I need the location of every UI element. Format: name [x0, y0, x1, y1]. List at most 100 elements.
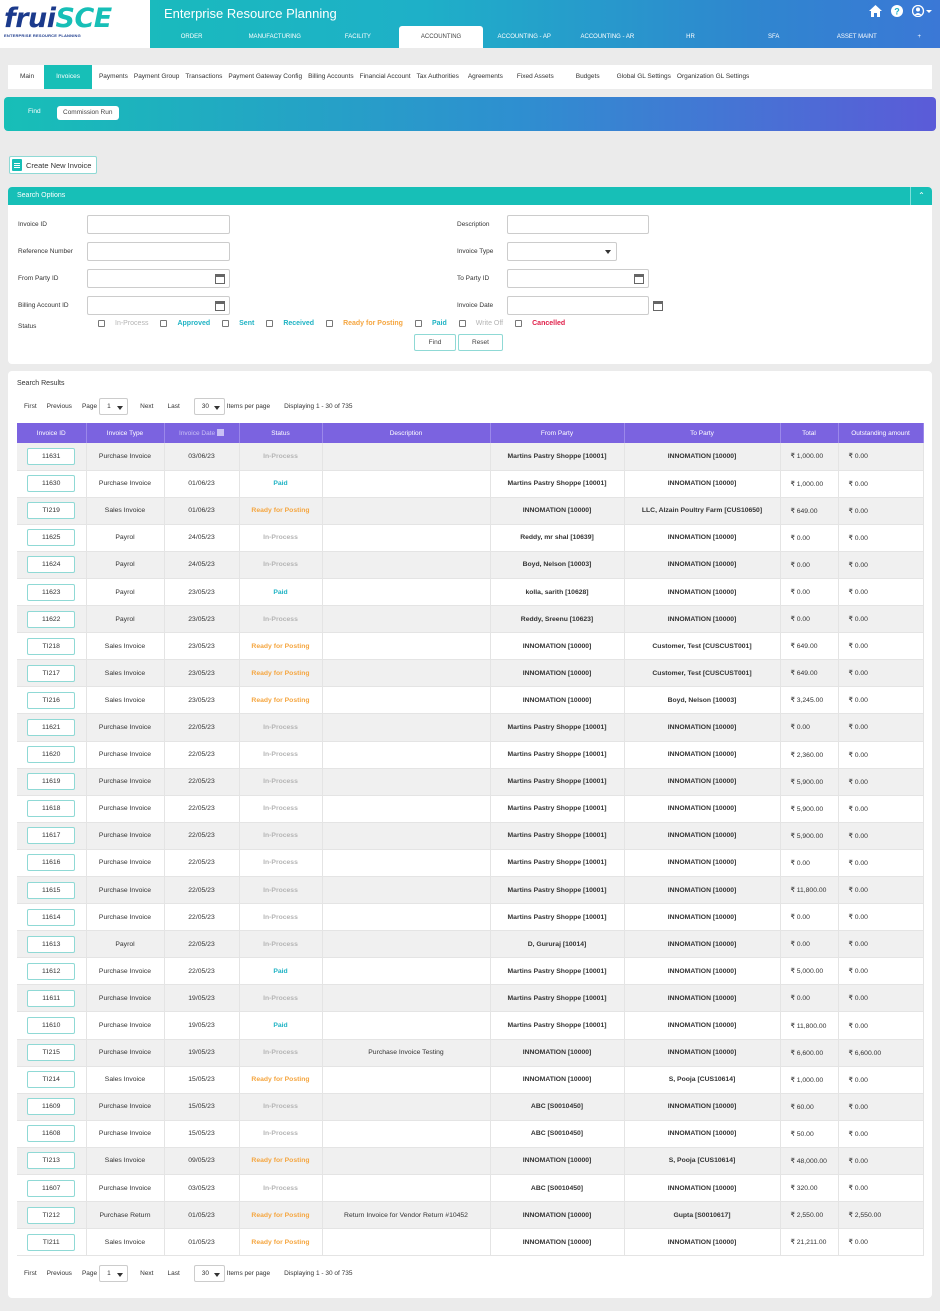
per-page-select[interactable]: 30	[193, 1265, 225, 1282]
col-total[interactable]: Total	[780, 423, 839, 443]
user-menu-icon[interactable]	[911, 4, 932, 20]
invoice-id-link[interactable]: 11607	[27, 1179, 76, 1197]
per-page-select[interactable]: 30	[193, 398, 225, 415]
status-checkbox-sent[interactable]	[222, 320, 230, 327]
col-from-party[interactable]: From Party	[490, 423, 625, 443]
help-icon[interactable]: ?	[891, 5, 903, 20]
invoice-id-link[interactable]: 11619	[27, 773, 76, 791]
lookup-icon[interactable]	[215, 301, 225, 311]
invoice-id-link[interactable]: TI216	[27, 691, 76, 709]
status-checkbox-approved[interactable]	[160, 320, 168, 327]
invoice-id-link[interactable]: 11617	[27, 827, 76, 845]
reference-number-input[interactable]	[87, 242, 230, 261]
tab-accounting-ap[interactable]: ACCOUNTING - AP	[497, 34, 551, 40]
subnav-fixed-assets[interactable]: Fixed Assets	[516, 73, 554, 80]
page-select[interactable]: 1	[99, 398, 129, 415]
description-input[interactable]	[507, 215, 649, 234]
invoice-id-link[interactable]: 11620	[27, 746, 76, 764]
tab-manufacturing[interactable]: MANUFACTURING	[248, 34, 301, 40]
status-checkbox-ready-for-posting[interactable]	[326, 320, 334, 327]
lookup-icon[interactable]	[634, 274, 644, 284]
invoice-type-select[interactable]	[507, 242, 617, 261]
invoice-id-link[interactable]: 11630	[27, 475, 76, 493]
status-checkbox-received[interactable]	[266, 320, 274, 327]
calendar-icon[interactable]	[653, 301, 663, 311]
col-status[interactable]: Status	[239, 423, 323, 443]
from-party-id-input[interactable]	[87, 269, 230, 288]
subnav-organization-gl-settings[interactable]: Organization GL Settings	[676, 73, 750, 80]
subnav-transactions[interactable]: Transactions	[185, 73, 223, 80]
status-checkbox-paid[interactable]	[414, 320, 422, 327]
next-page-link[interactable]: Next	[140, 1270, 154, 1277]
col-description[interactable]: Description	[322, 423, 491, 443]
subnav-tax-authorities[interactable]: Tax Authorities	[416, 73, 459, 80]
invoice-id-link[interactable]: 11622	[27, 610, 76, 628]
search-options-header[interactable]: Search Options ⌃	[8, 187, 932, 205]
tab-facility[interactable]: FACILITY	[344, 34, 371, 40]
subnav-invoices[interactable]: Invoices	[44, 65, 92, 89]
col-invoice-type[interactable]: Invoice Type	[86, 423, 165, 443]
invoice-id-link[interactable]: TI213	[27, 1152, 76, 1170]
invoice-id-link[interactable]: 11615	[27, 881, 76, 899]
commission-run-button[interactable]: Commission Run	[57, 106, 119, 120]
create-new-invoice-button[interactable]: Create New Invoice	[9, 156, 98, 174]
invoice-id-link[interactable]: TI219	[27, 502, 76, 520]
invoice-id-link[interactable]: 11631	[27, 447, 76, 465]
to-party-id-input[interactable]	[507, 269, 649, 288]
status-checkbox-write-off[interactable]	[458, 320, 466, 327]
lookup-icon[interactable]	[215, 274, 225, 284]
logo[interactable]: fruiSCE ENTERPRISE RESOURCE PLANNING	[0, 0, 150, 48]
invoice-id-link[interactable]: 11612	[27, 962, 76, 980]
subnav-payment-group[interactable]: Payment Group	[133, 73, 180, 80]
invoice-id-link[interactable]: 11624	[27, 556, 76, 574]
tab-sfa[interactable]: SFA	[768, 34, 780, 40]
first-page-link[interactable]: First	[24, 1270, 37, 1277]
previous-page-link[interactable]: Previous	[46, 403, 72, 410]
col-outstanding-amount[interactable]: Outstanding amount	[838, 423, 924, 443]
reset-button[interactable]: Reset	[458, 334, 503, 351]
invoice-id-link[interactable]: 11610	[27, 1017, 76, 1035]
invoice-id-link[interactable]: 11623	[27, 583, 76, 601]
home-icon[interactable]	[869, 5, 882, 20]
billing-account-id-input[interactable]	[87, 296, 230, 315]
subnav-billing-accounts[interactable]: Billing Accounts	[308, 73, 354, 80]
next-page-link[interactable]: Next	[140, 403, 154, 410]
invoice-id-link[interactable]: 11609	[27, 1098, 76, 1116]
invoice-id-link[interactable]: 11618	[27, 800, 76, 818]
tab-order[interactable]: ORDER	[180, 34, 203, 40]
invoice-id-link[interactable]: 11614	[27, 908, 76, 926]
subnav-budgets[interactable]: Budgets	[575, 73, 600, 80]
subnav-agreements[interactable]: Agreements	[467, 73, 503, 80]
invoice-id-link[interactable]: TI217	[27, 664, 76, 682]
tab-accounting-ar[interactable]: ACCOUNTING - AR	[580, 34, 635, 40]
collapse-icon[interactable]: ⌃	[910, 187, 932, 205]
invoice-id-link[interactable]: TI212	[27, 1206, 76, 1224]
col-to-party[interactable]: To Party	[624, 423, 781, 443]
invoice-id-link[interactable]: TI218	[27, 637, 76, 655]
col-invoice-date[interactable]: Invoice Date	[164, 423, 240, 443]
invoice-date-input[interactable]	[507, 296, 649, 315]
invoice-id-input[interactable]	[87, 215, 230, 234]
tab-asset-maint[interactable]: ASSET MAINT	[836, 34, 877, 40]
find-button[interactable]: Find	[414, 334, 456, 351]
subnav-main[interactable]: Main	[20, 73, 35, 80]
subnav-payments[interactable]: Payments	[98, 73, 128, 80]
find-link[interactable]: Find	[28, 108, 41, 115]
status-checkbox-in-process[interactable]	[98, 320, 105, 327]
invoice-id-link[interactable]: TI211	[27, 1233, 76, 1251]
col-invoice-id[interactable]: Invoice ID	[17, 423, 87, 443]
invoice-id-link[interactable]: 11616	[27, 854, 76, 872]
subnav-global-gl-settings[interactable]: Global GL Settings	[616, 73, 671, 80]
page-select[interactable]: 1	[99, 1265, 129, 1282]
subnav-financial-account[interactable]: Financial Account	[359, 73, 411, 80]
invoice-id-link[interactable]: TI215	[27, 1044, 76, 1062]
invoice-id-link[interactable]: 11608	[27, 1125, 76, 1143]
subnav-payment-gateway-config[interactable]: Payment Gateway Config	[228, 73, 303, 80]
status-checkbox-cancelled[interactable]	[515, 320, 523, 327]
invoice-id-link[interactable]: 11625	[27, 529, 76, 547]
invoice-id-link[interactable]: 11611	[27, 989, 76, 1007]
first-page-link[interactable]: First	[24, 403, 37, 410]
invoice-id-link[interactable]: TI214	[27, 1071, 76, 1089]
invoice-id-link[interactable]: 11621	[27, 718, 76, 736]
invoice-id-link[interactable]: 11613	[27, 935, 76, 953]
